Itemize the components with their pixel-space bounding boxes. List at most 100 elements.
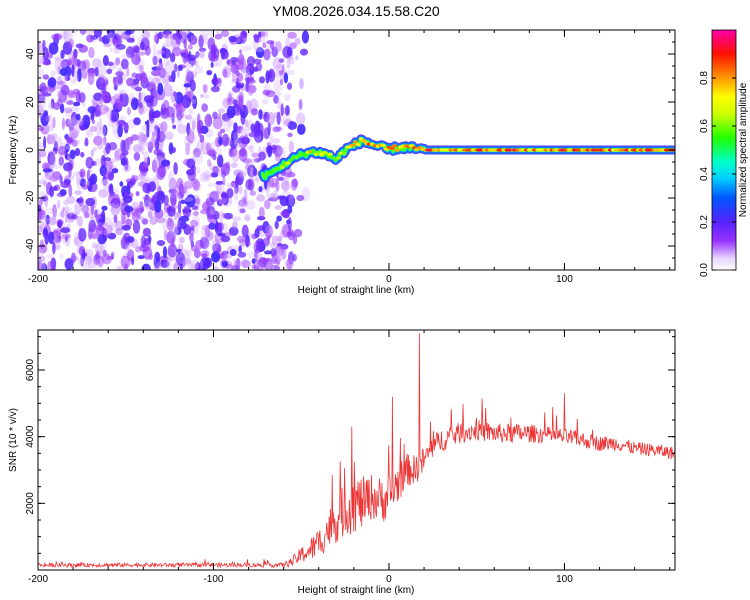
noise-speckle (241, 224, 249, 238)
noise-speckle (71, 252, 76, 264)
noise-speckle (174, 63, 178, 73)
noise-speckle (85, 30, 95, 36)
y-tick-label: 0 (25, 147, 36, 153)
noise-speckle (67, 138, 73, 144)
noise-speckle (176, 177, 184, 190)
noise-speckle (293, 229, 303, 238)
noise-speckle (167, 243, 178, 258)
noise-speckle (39, 82, 47, 93)
ridge-peak (315, 150, 323, 155)
noise-speckle (185, 142, 191, 156)
noise-speckle (57, 80, 66, 86)
noise-speckle (259, 257, 269, 265)
colorbar-tick-label: 0.6 (699, 119, 710, 133)
noise-speckle (247, 251, 256, 258)
noise-speckle (172, 32, 183, 41)
noise-speckle (114, 150, 120, 162)
noise-speckle (196, 119, 204, 134)
noise-speckle (138, 51, 146, 56)
noise-speckle (192, 180, 201, 192)
noise-speckle (175, 252, 186, 266)
noise-speckle (82, 184, 89, 190)
noise-speckle (207, 230, 214, 242)
noise-speckle (278, 245, 284, 254)
noise-speckle (106, 160, 113, 171)
ridge-peak (408, 144, 415, 148)
noise-speckle (48, 42, 59, 55)
noise-speckle (194, 65, 204, 75)
noise-speckle (141, 263, 151, 270)
noise-speckle (222, 212, 226, 218)
noise-speckle (236, 126, 242, 134)
noise-speckle (105, 142, 111, 155)
noise-speckle (110, 206, 120, 212)
noise-speckle (130, 134, 139, 141)
noise-speckle (139, 143, 145, 155)
noise-speckle (202, 84, 208, 94)
noise-speckle (157, 31, 163, 40)
noise-speckle (47, 151, 56, 166)
noise-speckle (282, 246, 287, 260)
noise-speckle (210, 85, 220, 93)
noise-speckle (176, 248, 182, 253)
noise-speckle (44, 231, 49, 245)
noise-speckle (245, 179, 253, 191)
x-tick-label: -200 (28, 274, 48, 285)
noise-speckle (104, 106, 110, 111)
noise-speckle (93, 92, 104, 102)
noise-speckle (138, 91, 142, 103)
noise-speckle (262, 221, 270, 234)
noise-speckle (195, 51, 200, 58)
noise-speckle (220, 235, 231, 243)
noise-speckle (212, 111, 218, 120)
noise-speckle (74, 148, 81, 157)
noise-speckle (189, 233, 194, 243)
noise-speckle (287, 216, 292, 231)
noise-speckle (51, 266, 56, 270)
noise-speckle (103, 161, 108, 167)
noise-speckle (102, 124, 108, 136)
noise-speckle (78, 196, 84, 207)
noise-speckle (161, 48, 171, 59)
noise-speckle (238, 185, 243, 195)
noise-speckle (217, 108, 226, 114)
noise-speckle (258, 186, 263, 193)
noise-speckle (121, 150, 129, 156)
noise-speckle (227, 90, 234, 99)
noise-speckle (87, 69, 97, 78)
noise-speckle (89, 126, 98, 132)
noise-speckle (280, 103, 284, 117)
noise-speckle (171, 35, 181, 50)
noise-speckle (215, 180, 224, 186)
noise-speckle (278, 69, 285, 76)
noise-speckle (152, 55, 158, 66)
noise-speckle (142, 196, 152, 201)
noise-speckle (42, 47, 49, 61)
noise-speckle (69, 149, 76, 160)
noise-speckle (205, 173, 210, 180)
noise-speckle (218, 197, 227, 205)
noise-speckle (42, 74, 50, 80)
noise-speckle (205, 225, 210, 238)
noise-speckle (221, 250, 229, 255)
noise-speckle (151, 159, 158, 173)
noise-speckle (223, 212, 233, 220)
noise-speckle (149, 198, 157, 204)
noise-speckle (91, 97, 95, 110)
noise-speckle (200, 209, 208, 215)
noise-speckle (209, 211, 216, 216)
colorbar-tick-label: 0.8 (699, 71, 710, 85)
snr-y-label: SNR (10 * v/v) (8, 408, 19, 472)
noise-speckle (157, 82, 164, 96)
noise-speckle (77, 68, 82, 82)
ridge-peak (327, 152, 333, 156)
noise-speckle (153, 263, 160, 270)
noise-speckle (215, 147, 222, 157)
noise-speckle (48, 150, 58, 155)
noise-speckle (115, 43, 126, 50)
noise-speckle (110, 222, 115, 231)
noise-speckle (190, 240, 194, 248)
noise-speckle (276, 253, 284, 261)
noise-speckle (68, 184, 73, 197)
noise-speckle (200, 93, 204, 98)
